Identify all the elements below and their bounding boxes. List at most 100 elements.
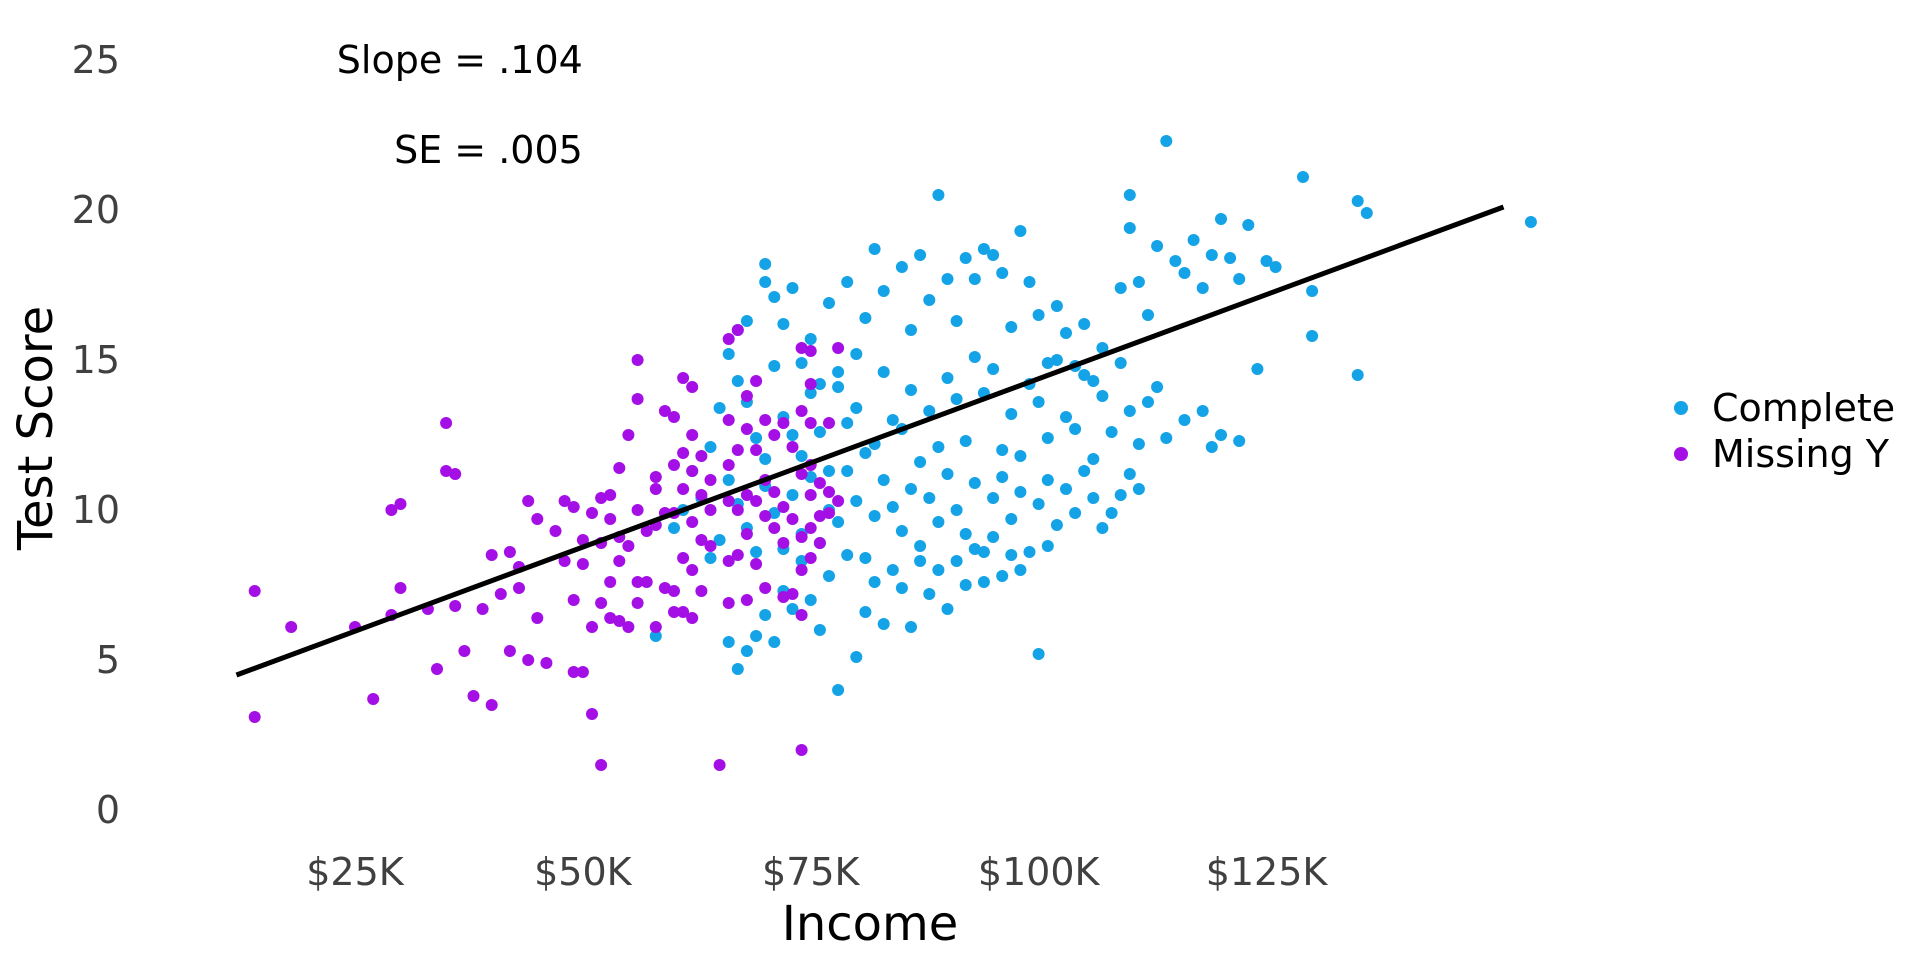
data-point-complete — [804, 387, 817, 399]
data-point-complete — [813, 624, 826, 636]
data-point-complete — [813, 426, 826, 438]
data-point-missing-y — [248, 711, 261, 723]
data-point-complete — [1096, 522, 1109, 534]
data-point-complete — [1169, 255, 1182, 267]
data-point-complete — [841, 417, 854, 429]
data-point-complete — [1050, 354, 1063, 366]
data-point-missing-y — [449, 600, 462, 612]
data-point-missing-y — [622, 429, 635, 441]
data-point-missing-y — [750, 375, 763, 387]
data-point-complete — [768, 507, 781, 519]
data-point-missing-y — [750, 495, 763, 507]
data-point-missing-y — [558, 495, 571, 507]
data-point-missing-y — [549, 525, 562, 537]
data-point-missing-y — [740, 594, 753, 606]
x-tick-label: $75K — [762, 850, 861, 894]
data-point-complete — [959, 579, 972, 591]
data-point-complete — [1187, 234, 1200, 246]
data-point-complete — [877, 618, 890, 630]
data-point-missing-y — [640, 525, 653, 537]
data-point-complete — [959, 435, 972, 447]
data-point-complete — [722, 474, 735, 486]
data-point-complete — [1132, 438, 1145, 450]
data-point-missing-y — [731, 504, 744, 516]
data-point-missing-y — [631, 597, 644, 609]
data-point-complete — [1060, 483, 1072, 495]
data-point-complete — [713, 534, 726, 546]
data-point-missing-y — [740, 528, 753, 540]
data-point-complete — [722, 636, 735, 648]
data-point-complete — [877, 474, 890, 486]
data-point-complete — [968, 273, 981, 285]
data-point-missing-y — [513, 582, 525, 594]
data-point-missing-y — [522, 495, 535, 507]
data-point-complete — [1105, 507, 1118, 519]
data-point-missing-y — [804, 417, 817, 429]
data-point-complete — [932, 564, 945, 576]
data-point-complete — [841, 276, 854, 288]
data-point-complete — [1114, 357, 1127, 369]
x-axis-ticks: $25K $50K $75K $100K $125K — [306, 850, 1328, 894]
data-point-missing-y — [804, 378, 817, 390]
data-point-missing-y — [804, 489, 817, 501]
data-point-complete — [1242, 219, 1255, 231]
data-point-complete — [1196, 282, 1209, 294]
data-point-missing-y — [248, 585, 261, 597]
data-point-missing-y — [567, 666, 580, 678]
data-point-missing-y — [440, 417, 453, 429]
data-point-complete — [1224, 252, 1237, 264]
data-point-complete — [1014, 486, 1027, 498]
data-point-missing-y — [604, 489, 617, 501]
data-point-complete — [740, 645, 753, 657]
data-point-missing-y — [613, 615, 626, 627]
data-point-complete — [923, 492, 936, 504]
data-point-missing-y — [604, 513, 617, 525]
data-point-missing-y — [622, 540, 635, 552]
data-point-missing-y — [795, 744, 808, 756]
x-tick-label: $50K — [534, 850, 633, 894]
data-point-complete — [1096, 390, 1109, 402]
data-point-complete — [1014, 225, 1027, 237]
data-point-complete — [950, 504, 963, 516]
legend-swatch-missing-y — [1674, 447, 1688, 461]
data-point-missing-y — [613, 462, 626, 474]
data-point-complete — [1087, 453, 1100, 465]
data-point-complete — [795, 450, 808, 462]
data-point-missing-y — [668, 606, 680, 618]
data-point-complete — [996, 267, 1009, 279]
regression-line — [235, 204, 1505, 678]
y-tick-label: 25 — [72, 38, 120, 82]
data-point-complete — [968, 543, 981, 555]
data-point-complete — [1306, 330, 1319, 342]
data-point-complete — [786, 603, 799, 615]
data-point-complete — [850, 495, 863, 507]
data-point-complete — [1032, 498, 1045, 510]
data-point-complete — [1306, 285, 1319, 297]
data-point-complete — [1132, 483, 1145, 495]
x-tick-label: $125K — [1206, 850, 1329, 894]
x-axis-title: Income — [782, 896, 959, 952]
data-point-complete — [832, 516, 845, 528]
data-point-missing-y — [531, 612, 544, 624]
data-point-missing-y — [658, 582, 671, 594]
data-point-complete — [996, 570, 1009, 582]
data-point-complete — [914, 540, 927, 552]
data-point-complete — [1078, 465, 1091, 477]
annotation-text: SE = .005 — [394, 128, 583, 172]
data-point-complete — [1114, 489, 1127, 501]
data-point-missing-y — [750, 444, 763, 456]
data-point-complete — [923, 588, 936, 600]
data-point-missing-y — [485, 699, 498, 711]
data-point-complete — [977, 546, 990, 558]
data-point-missing-y — [640, 576, 653, 588]
data-point-complete — [1023, 276, 1036, 288]
annotations: Slope = .104 SE = .005 — [337, 38, 583, 172]
data-point-missing-y — [686, 429, 699, 441]
data-point-missing-y — [795, 405, 808, 417]
data-point-missing-y — [731, 549, 744, 561]
data-point-missing-y — [704, 474, 717, 486]
data-point-missing-y — [722, 459, 735, 471]
data-point-complete — [1041, 432, 1054, 444]
data-point-complete — [932, 441, 945, 453]
